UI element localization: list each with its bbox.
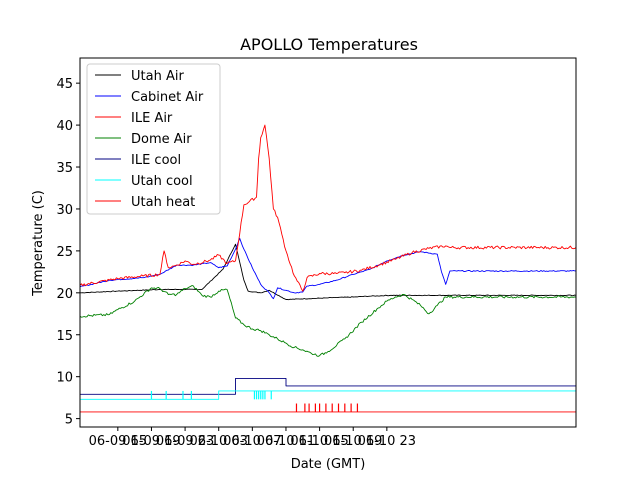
series-line-cabinet-air [80, 237, 576, 300]
legend-label: Utah heat [131, 195, 195, 210]
x-tick-label: 06-09 23 [156, 434, 214, 449]
x-tick-label: 06-09 19 [122, 434, 180, 449]
y-tick-label: 15 [56, 329, 73, 344]
legend-label: Dome Air [131, 132, 192, 147]
legend-box [86, 63, 221, 215]
y-tick-label: 20 [56, 287, 73, 302]
legend: Utah Air Cabinet Air ILE Air Dome Air ILE co… [86, 63, 221, 215]
y-tick-label: 10 [56, 371, 73, 386]
legend-label: Utah Air [131, 69, 184, 84]
y-tick-label: 40 [56, 119, 73, 134]
x-axis-label: Date (GMT) [291, 457, 366, 472]
y-tick-label: 5 [65, 413, 73, 428]
legend-label: Utah cool [131, 174, 193, 189]
chart-title: APOLLO Temperatures [240, 35, 418, 54]
axes-frame [79, 57, 577, 428]
series-line-dome-air [80, 285, 576, 357]
x-tick-label: 06-10 03 [189, 434, 247, 449]
series-layer [80, 124, 576, 413]
series-line-ile-air [80, 124, 576, 292]
x-tick-label: 06-09 15 [89, 434, 147, 449]
legend-label: ILE cool [131, 153, 181, 168]
x-tick-label: 06-10 07 [223, 434, 281, 449]
x-tick-label: 06-10 19 [324, 434, 382, 449]
y-tick-label: 30 [56, 203, 73, 218]
y-tick-label: 45 [56, 77, 73, 92]
x-tick-label: 06-10 15 [290, 434, 348, 449]
y-axis-label: Temperature (C) [31, 190, 46, 297]
legend-label: Cabinet Air [131, 90, 204, 105]
legend-label: ILE Air [131, 111, 173, 126]
x-tick-label: 06-10 23 [358, 434, 416, 449]
series-line-ile-cool [80, 377, 576, 395]
series-line-utah-cool [80, 390, 576, 400]
y-tick-label: 35 [56, 161, 73, 176]
x-tick-label: 06-10 11 [257, 434, 315, 449]
y-tick-label: 25 [56, 245, 73, 260]
series-line-utah-air [80, 243, 576, 301]
